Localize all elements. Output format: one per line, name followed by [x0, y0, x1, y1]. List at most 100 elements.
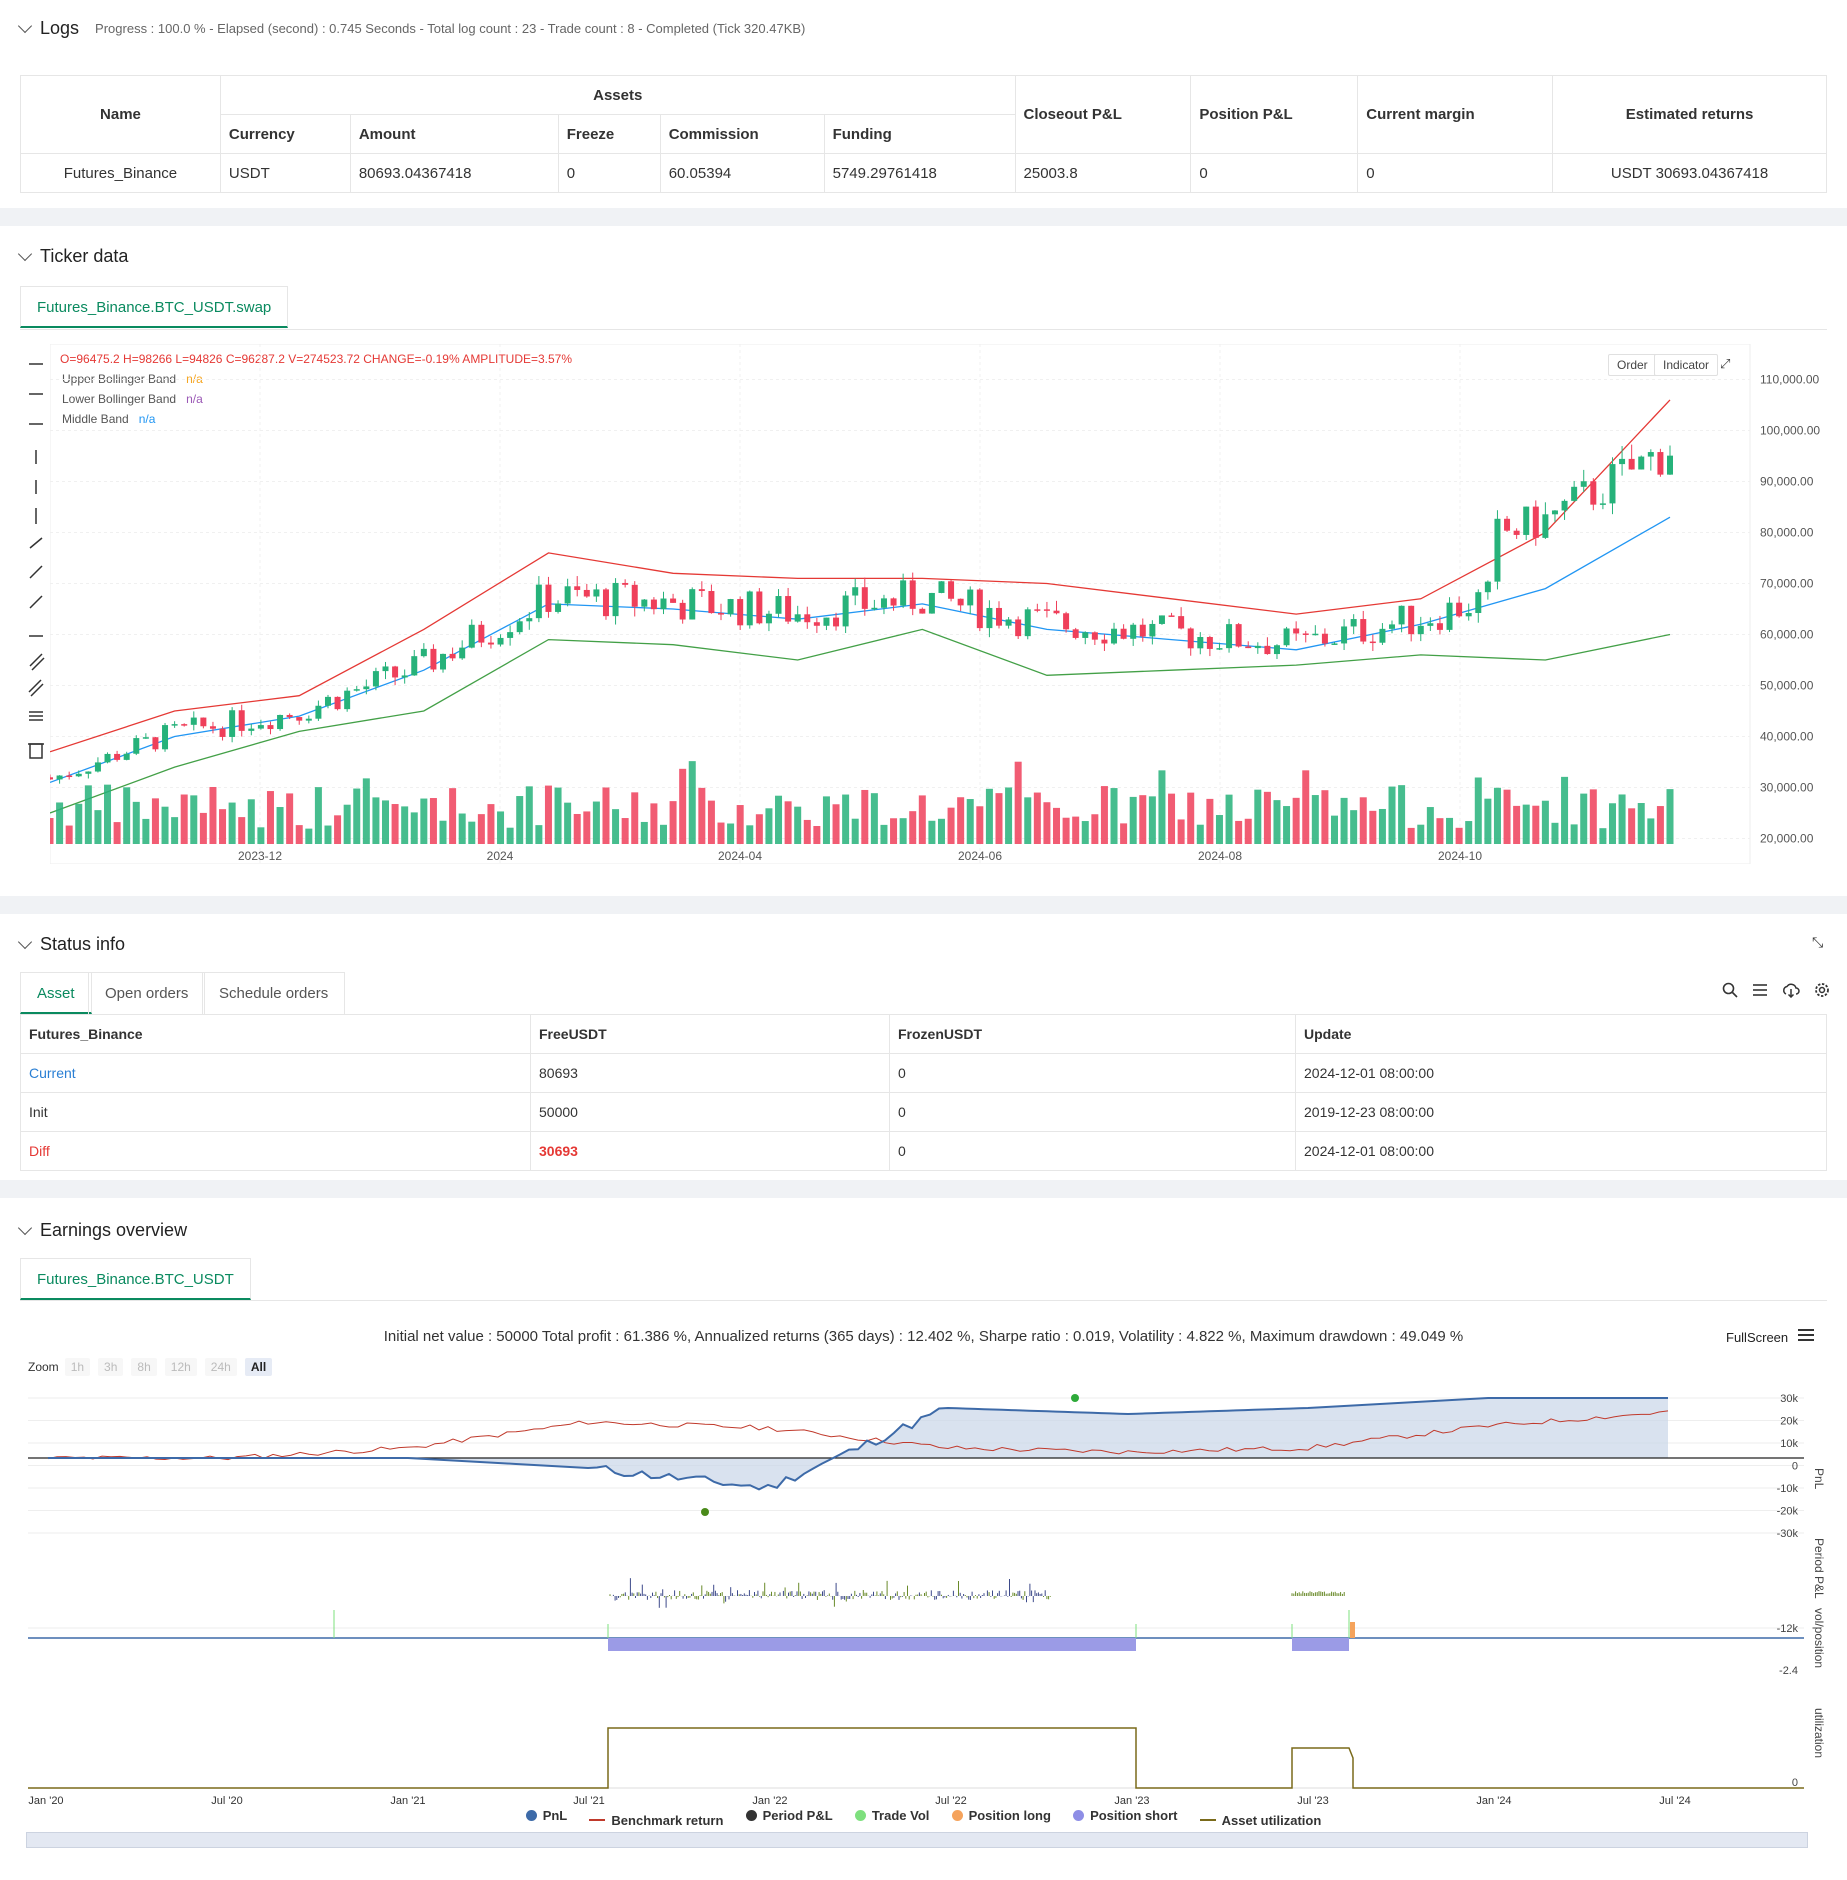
zoom-3h[interactable]: 3h: [98, 1358, 124, 1376]
volume-bar: [621, 818, 629, 844]
volume-bar: [765, 808, 773, 844]
volume-bar: [382, 800, 390, 844]
cloud-download-icon[interactable]: [1782, 982, 1800, 1003]
volume-bar: [631, 792, 639, 844]
volume-bar: [497, 811, 505, 844]
legend-trade-vol[interactable]: Trade Vol: [854, 1808, 929, 1823]
indicator-button[interactable]: Indicator: [1654, 354, 1719, 376]
chevron-down-icon[interactable]: [17, 1220, 33, 1235]
cell-funding: 5749.29761418: [823, 153, 1016, 193]
candle-body: [1264, 645, 1271, 655]
zoom-12h[interactable]: 12h: [164, 1358, 197, 1376]
logs-header[interactable]: Logs Progress : 100.0 % - Elapsed (secon…: [17, 18, 805, 39]
tab-schedule-orders[interactable]: Schedule orders: [202, 972, 346, 1014]
candle-body: [1532, 506, 1539, 538]
candle-body: [631, 584, 638, 607]
chevron-down-icon[interactable]: [17, 934, 33, 949]
position-long-bar: [1350, 1622, 1355, 1638]
candle-body: [583, 589, 590, 597]
legend-pnl[interactable]: PnL: [525, 1808, 567, 1823]
tab-asset[interactable]: Asset: [20, 972, 92, 1014]
candle-body: [574, 586, 581, 590]
fullscreen-button[interactable]: FullScreen: [1726, 1330, 1789, 1345]
volume-bar: [698, 787, 706, 844]
candle-body: [162, 725, 169, 750]
candle-body: [785, 596, 792, 622]
legend-benchmark[interactable]: Benchmark return: [589, 1813, 723, 1828]
x-tick-label: Jul '23: [1297, 1795, 1328, 1807]
zoom-all[interactable]: All: [244, 1358, 273, 1376]
volume-bar: [1570, 824, 1578, 844]
navigator-scrollbar[interactable]: [26, 1832, 1808, 1848]
col-currency: Currency: [219, 114, 351, 154]
chevron-down-icon[interactable]: [17, 246, 33, 261]
candle-body: [1341, 626, 1348, 644]
volume-bar: [1656, 806, 1664, 844]
menu-icon[interactable]: [1798, 1328, 1814, 1346]
status-header[interactable]: Status info: [17, 934, 125, 955]
zoom-1h[interactable]: 1h: [64, 1358, 91, 1376]
candle-body: [1053, 610, 1060, 614]
drawing-tools-icon[interactable]: [26, 352, 46, 772]
candle-body: [1571, 486, 1578, 501]
chevron-down-icon[interactable]: [17, 18, 33, 33]
zoom-24h[interactable]: 24h: [204, 1358, 237, 1376]
candle-body: [1072, 629, 1079, 638]
candle-body: [277, 714, 284, 730]
row-update: 2024-12-01 08:00:00: [1295, 1053, 1827, 1093]
logs-title: Logs: [40, 18, 80, 38]
candlestick-chart[interactable]: 110,000.00 100,000.00 90,000.00 80,000.00 70…: [50, 344, 1830, 864]
axis-label-util: utilization: [1812, 1708, 1826, 1758]
earnings-chart[interactable]: 30k 20k 10k 0 -10k -20k -30k PnL -12k Period P&L -…: [0, 1388, 1847, 1858]
volume-bar: [1628, 808, 1636, 844]
volume-bar: [75, 803, 83, 844]
earnings-header[interactable]: Earnings overview: [17, 1220, 187, 1241]
legend-period-pnl[interactable]: Period P&L: [745, 1808, 833, 1823]
volume-bar: [1350, 810, 1358, 844]
candle-body: [890, 598, 897, 606]
list-icon[interactable]: [1752, 982, 1768, 1003]
candle-body: [1178, 616, 1185, 629]
legend-position-long[interactable]: Position long: [951, 1808, 1051, 1823]
pnl-tick-label: -20k: [1777, 1506, 1799, 1518]
order-button[interactable]: Order: [1608, 354, 1657, 376]
volume-bar: [161, 806, 169, 844]
row-free: 30693: [530, 1131, 890, 1171]
y-tick-label: 80,000.00: [1760, 526, 1814, 540]
asset-table: Futures_Binance FreeUSDT FrozenUSDT Upda…: [20, 1014, 1827, 1171]
row-frozen: 0: [889, 1131, 1296, 1171]
ticker-header[interactable]: Ticker data: [17, 246, 128, 267]
volume-bar: [516, 796, 524, 844]
table-row: Init 50000 0 2019-12-23 08:00:00: [20, 1092, 1827, 1132]
expand-icon[interactable]: ⤢: [1720, 356, 1731, 371]
volume-bar: [84, 785, 92, 844]
zoom-8h[interactable]: 8h: [131, 1358, 157, 1376]
tab-btc-swap[interactable]: Futures_Binance.BTC_USDT.swap: [20, 286, 289, 328]
volume-bar: [190, 795, 198, 844]
candle-body: [353, 689, 360, 691]
tab-open-orders[interactable]: Open orders: [88, 972, 206, 1014]
volume-bar: [1407, 827, 1415, 844]
volume-bar: [132, 801, 140, 844]
cell-margin: 0: [1357, 153, 1554, 193]
volume-bar: [94, 810, 102, 844]
volume-bar: [439, 820, 447, 844]
legend-position-short[interactable]: Position short: [1073, 1808, 1177, 1823]
candle-body: [1427, 623, 1434, 626]
candle-body: [1436, 623, 1443, 630]
search-icon[interactable]: [1722, 982, 1738, 1003]
collapse-icon[interactable]: ⤡: [1812, 934, 1824, 950]
x-tick-label: Jul '20: [211, 1795, 242, 1807]
volume-bar: [401, 806, 409, 844]
gear-icon[interactable]: [1814, 982, 1830, 1003]
volume-bar: [1244, 818, 1252, 844]
candle-body: [507, 632, 514, 638]
tab-btc-usdt[interactable]: Futures_Binance.BTC_USDT: [20, 1258, 251, 1300]
legend-asset-utilization[interactable]: Asset utilization: [1199, 1813, 1321, 1828]
cell-currency: USDT: [219, 153, 351, 193]
x-tick-label: Jul '21: [573, 1795, 604, 1807]
volume-bar: [1100, 786, 1108, 844]
band-line-lower-bollinger-band: [50, 628, 1671, 814]
candle-body: [1628, 458, 1635, 470]
candle-body: [497, 637, 504, 645]
